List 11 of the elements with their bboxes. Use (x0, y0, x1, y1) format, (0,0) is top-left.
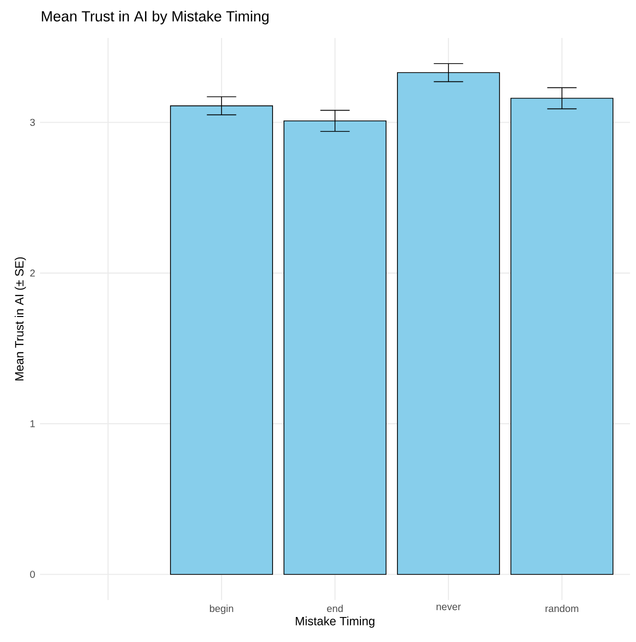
x-tick-label: never (436, 604, 461, 610)
y-tick-label: 1 (30, 420, 35, 428)
x-tick-label: begin (210, 604, 234, 614)
y-tick-label: 0 (30, 570, 35, 578)
y-tick-label: 3 (30, 118, 35, 126)
x-axis-title: Mistake Timing (296, 616, 374, 628)
y-tick-label: 2 (30, 270, 35, 277)
chart-title: Mean Trust in AI by Mistake Timing (42, 10, 269, 24)
y-axis-title: Mean Trust in AI (± SE) (14, 257, 26, 380)
x-tick-label: end (327, 604, 343, 612)
x-tick-label: random (546, 604, 578, 612)
